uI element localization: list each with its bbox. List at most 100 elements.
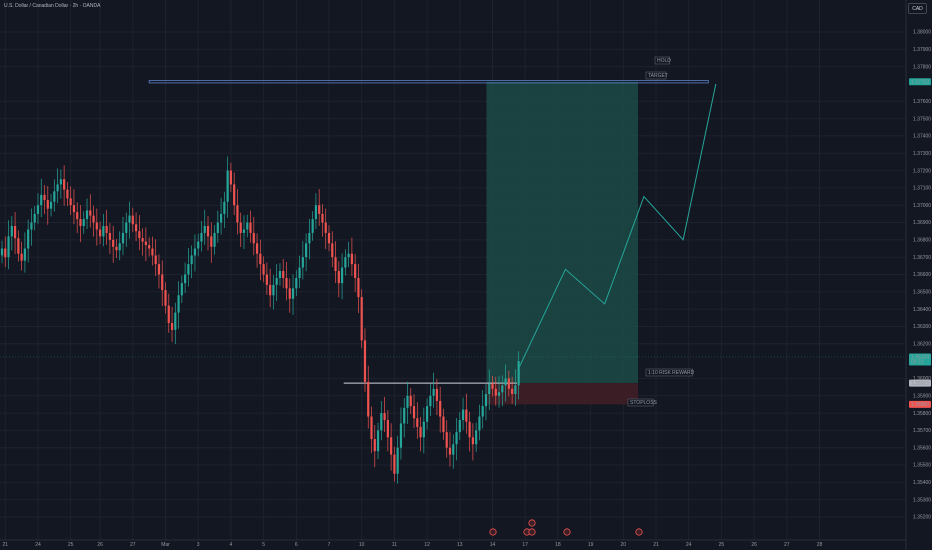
currency-button[interactable]: CAD [908,3,927,14]
x-tick-label: 28 [817,542,823,548]
projection-path[interactable] [519,83,717,367]
y-tick-label: 1.37000 [913,203,931,209]
target-zone[interactable] [486,81,639,384]
candle-body [481,406,484,417]
stop-zone[interactable] [486,383,639,405]
y-tick-label: 1.37400 [913,134,931,140]
candle-body [455,432,458,445]
candle-body [475,430,478,445]
candle-body [409,395,412,407]
event-icon[interactable] [563,528,571,536]
candle-body [435,388,439,401]
candle-body [242,229,246,233]
x-tick-label: 27 [784,542,790,548]
candle-body [461,409,465,420]
candle-body [390,437,393,455]
event-icon[interactable] [528,519,536,527]
candle-body [53,191,56,202]
candle-body [367,381,370,417]
symbol-header: U.S. Dollar / Canadian Dollar · 2h · OAN… [4,3,101,9]
candle-body [13,226,17,239]
x-tick-label: 25 [68,542,74,548]
candle-body [197,241,200,249]
candle-body [203,226,206,233]
candle-body [40,194,43,206]
candle-body [314,205,318,220]
candle-body [308,232,311,244]
y-tick-label: 1.36500 [913,290,931,296]
candle-body [448,447,452,455]
candle-body [246,222,249,230]
candle-body [255,243,259,254]
candle-body [72,205,76,213]
candle-body [301,257,304,268]
candle-body [89,210,92,216]
candle-body [412,406,416,419]
candle-body [144,241,147,246]
candle-body [282,271,285,278]
candle-body [399,423,403,448]
candle-body [177,295,180,313]
y-tick-label: 1.37100 [913,186,931,192]
candle-body [76,212,79,220]
candle-body [514,385,517,395]
event-icon[interactable] [489,528,497,536]
candle-body [46,200,49,209]
candle-body [229,170,232,185]
candle-body [291,288,295,299]
y-tick-label: 1.37800 [913,64,931,70]
y-tick-label: 1.36200 [913,341,931,347]
y-tick-label: 1.36800 [913,238,931,244]
candle-body [383,413,386,420]
candle-body [511,388,514,395]
x-tick-label: 21 [2,542,8,548]
candle-body [497,392,501,396]
candle-body [429,395,432,407]
candle-body [376,430,380,452]
candle-body [311,219,314,233]
candle-body [386,420,389,438]
candle-body [170,323,174,330]
candle-body [102,226,105,237]
x-tick-label: 17 [522,542,528,548]
candle-body [507,378,510,389]
candle-body [458,420,461,433]
candle-body [347,253,350,258]
candle-body [121,232,125,244]
event-icon[interactable] [528,528,536,536]
hold-line[interactable] [148,80,709,84]
hold-label: HOLD [657,58,671,64]
candle-body [105,226,108,233]
x-tick-label: 26 [751,542,757,548]
candle-body [262,264,265,275]
candle-body [426,406,429,422]
candle-body [501,385,504,393]
candle-body [373,439,376,452]
stoploss-label: STOPLOSS [630,400,658,406]
candle-body [432,388,435,396]
candle-body [157,264,161,275]
y-tick-label: 1.35300 [913,497,931,503]
candle-body [484,394,488,407]
candle-body [318,205,321,214]
candle-body [278,271,282,278]
candle-body [148,245,151,249]
y-tick-label: 1.36300 [913,324,931,330]
y-tick-label: 1.37200 [913,168,931,174]
candle-body [439,400,442,417]
candle-body [7,236,10,258]
x-tick-label: 13 [457,542,463,548]
candle-body [357,277,360,298]
candle-body [517,361,520,386]
candle-body [118,243,121,251]
candle-body [180,283,183,296]
candle-body [285,277,288,289]
y-tick-label: 1.37300 [913,151,931,157]
y-tick-label: 1.35900 [913,393,931,399]
candle-body [69,198,72,206]
candle-body [298,267,301,278]
event-icon[interactable] [635,528,643,536]
candle-body [239,222,242,233]
